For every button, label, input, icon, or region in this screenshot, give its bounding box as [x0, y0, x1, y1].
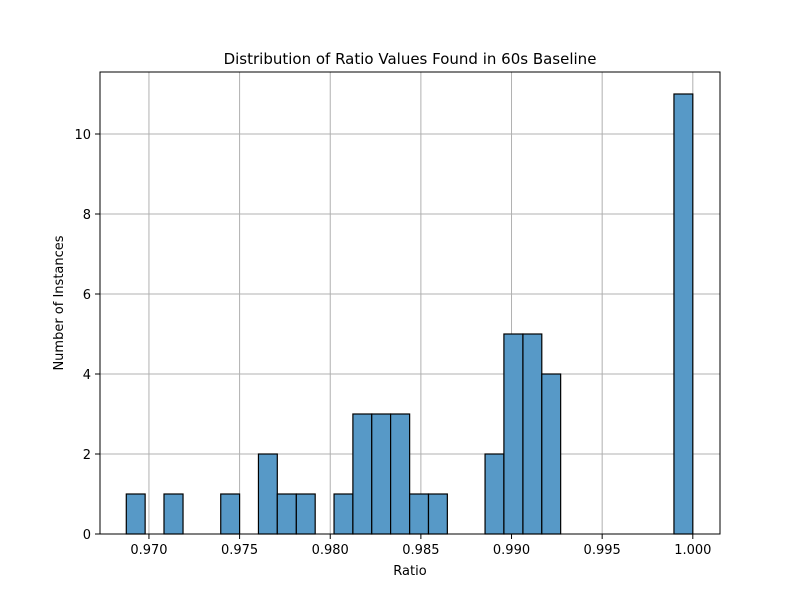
- x-tick-label: 0.970: [130, 543, 167, 558]
- y-tick-label: 4: [83, 368, 91, 383]
- histogram-bar: [484, 453, 505, 535]
- histogram-bar: [295, 493, 316, 535]
- chart-title: Distribution of Ratio Values Found in 60…: [224, 50, 597, 68]
- histogram-bar: [541, 373, 562, 535]
- histogram-bar: [673, 93, 694, 535]
- histogram-bar: [125, 493, 146, 535]
- y-axis-label: Number of Instances: [52, 235, 67, 370]
- y-tick-label: 2: [83, 448, 91, 463]
- histogram-bar: [220, 493, 241, 535]
- x-tick-label: 0.980: [312, 543, 349, 558]
- y-tick-label: 8: [83, 208, 91, 223]
- bars-layer: [125, 93, 694, 535]
- histogram-bar: [371, 413, 392, 535]
- histogram-bar: [333, 493, 354, 535]
- x-tick-label: 0.995: [584, 543, 621, 558]
- histogram-bar: [163, 493, 184, 535]
- histogram-bar: [503, 333, 524, 535]
- x-tick-label: 1.000: [674, 543, 711, 558]
- x-axis-label: Ratio: [393, 564, 426, 579]
- x-tick-label: 0.975: [221, 543, 258, 558]
- histogram-bar: [522, 333, 543, 535]
- histogram-bar: [276, 493, 297, 535]
- plot-frame: [99, 71, 721, 535]
- y-tick-label: 10: [74, 128, 91, 143]
- histogram-bar: [390, 413, 411, 535]
- y-axis-ticks: 0 2 4 6 8 10: [74, 128, 100, 543]
- y-tick-label: 0: [83, 528, 91, 543]
- histogram-bar: [409, 493, 430, 535]
- histogram-bar: [257, 453, 278, 535]
- x-tick-label: 0.990: [493, 543, 530, 558]
- x-tick-label: 0.985: [402, 543, 439, 558]
- x-axis-ticks: 0.970 0.975 0.980 0.985 0.990 0.995 1.000: [130, 534, 711, 558]
- histogram-bar: [427, 493, 448, 535]
- histogram-bar: [352, 413, 373, 535]
- y-tick-label: 6: [83, 288, 91, 303]
